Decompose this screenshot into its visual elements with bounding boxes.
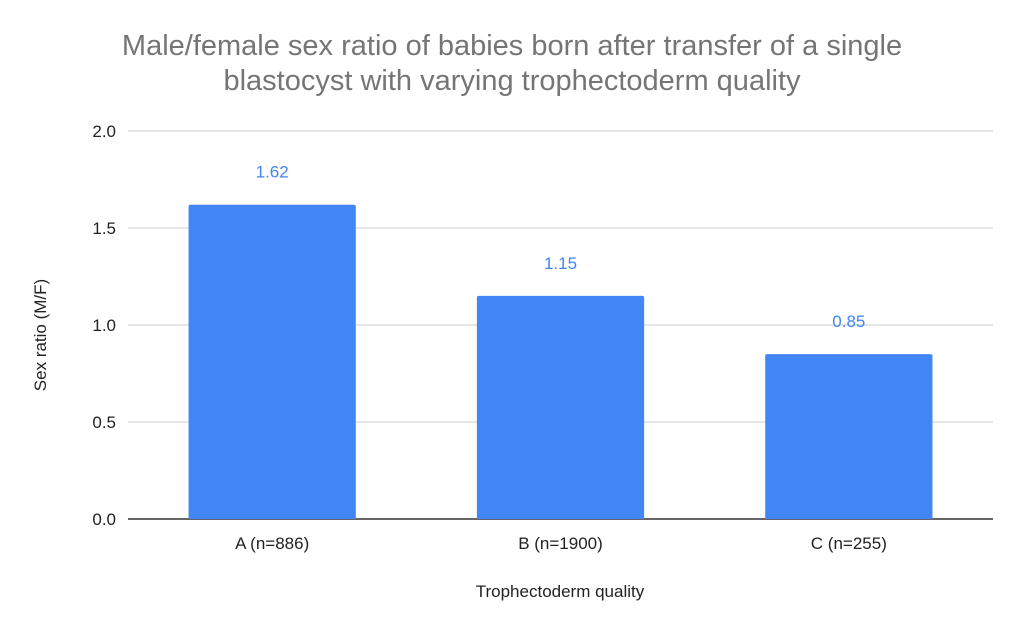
data-labels: 1.62 1.15 0.85 — [256, 163, 866, 331]
y-tick-label: 0.0 — [92, 510, 116, 529]
x-tick-label: C (n=255) — [811, 534, 887, 553]
x-tick-label: A (n=886) — [235, 534, 309, 553]
bar-b — [476, 295, 645, 519]
y-tick-labels: 0.0 0.5 1.0 1.5 2.0 — [92, 122, 116, 529]
chart-title-line-2: blastocyst with varying trophectoderm qu… — [223, 65, 801, 97]
y-axis-title: Sex ratio (M/F) — [31, 279, 50, 391]
data-label: 1.62 — [256, 163, 289, 182]
bar-c — [765, 354, 933, 519]
data-label: 0.85 — [832, 312, 865, 331]
y-tick-label: 1.5 — [92, 219, 116, 238]
y-tick-label: 0.5 — [92, 413, 116, 432]
x-tick-label: B (n=1900) — [518, 534, 603, 553]
y-tick-label: 2.0 — [92, 122, 116, 141]
chart-title-line-1: Male/female sex ratio of babies born aft… — [121, 30, 903, 62]
data-label: 1.15 — [544, 254, 577, 273]
bar-a — [188, 204, 356, 519]
x-axis-title: Trophectoderm quality — [476, 582, 645, 601]
x-tick-labels: A (n=886) B (n=1900) C (n=255) — [235, 534, 887, 553]
bars — [188, 204, 933, 519]
y-tick-label: 1.0 — [92, 316, 116, 335]
